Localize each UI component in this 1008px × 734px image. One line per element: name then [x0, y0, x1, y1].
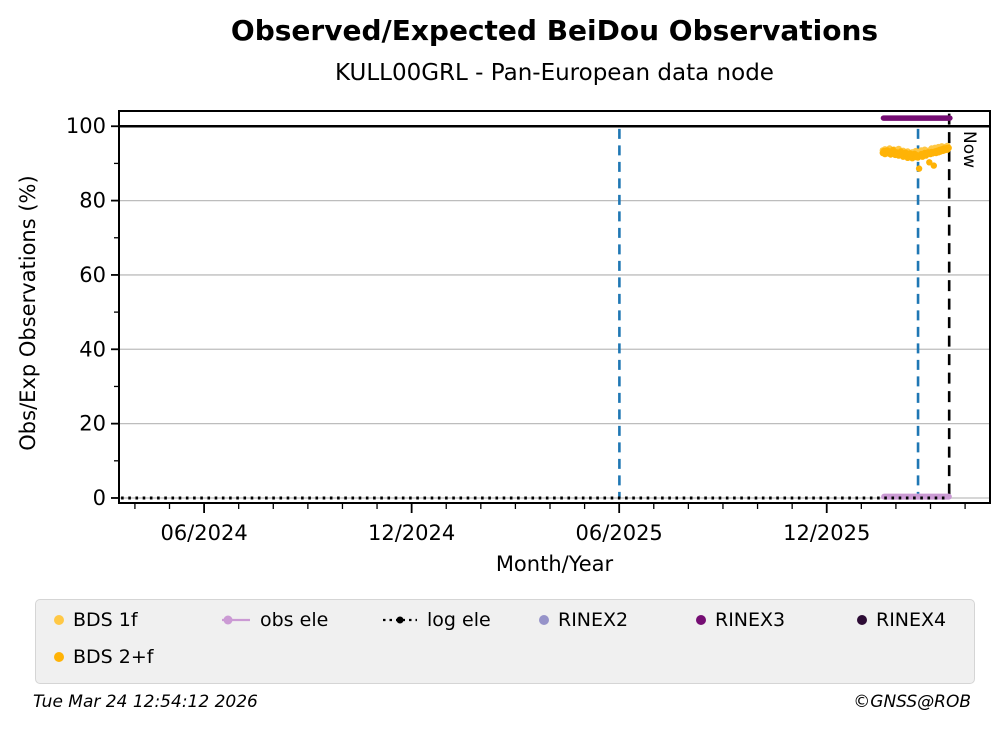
- legend-item-rinex2: RINEX2: [539, 607, 628, 633]
- legend-marker-dot: [539, 615, 549, 625]
- page-subtitle: KULL00GRL - Pan-European data node: [335, 60, 774, 86]
- legend-item-obs-ele: obs ele: [221, 607, 328, 633]
- y-tick-label: 100: [66, 114, 106, 138]
- footer-timestamp: Tue Mar 24 12:54:12 2026: [33, 692, 258, 712]
- series-bds-2-f: [879, 144, 952, 172]
- legend-label: obs ele: [260, 609, 329, 631]
- x-tick-label: 12/2025: [783, 521, 870, 545]
- legend-marker-dot: [54, 652, 64, 662]
- y-tick-label: 40: [79, 337, 106, 361]
- now-label: Now: [959, 131, 979, 169]
- legend-label: RINEX2: [558, 609, 629, 631]
- data-point: [930, 162, 937, 169]
- legend-item-rinex3: RINEX3: [696, 607, 785, 633]
- data-point: [945, 144, 952, 151]
- legend: BDS 1f obs ele log ele RINEX2 RINEX3 RINEX4 BD…: [35, 599, 975, 684]
- x-axis-label: Month/Year: [495, 552, 614, 576]
- legend-marker-dot: [396, 616, 404, 624]
- legend-label: log ele: [427, 609, 491, 631]
- legend-item-bds-1f: BDS 1f: [54, 607, 138, 633]
- beidou-observations-chart: 0 20 40 60 80 100 06/2024 12/2024 06/2025 12/2025: [66, 110, 991, 545]
- legend-label: RINEX3: [715, 609, 786, 631]
- legend-item-bds-2-f: BDS 2+f: [54, 644, 153, 670]
- legend-marker-dot: [54, 615, 64, 625]
- footer-credit: ©GNSS@ROB: [853, 692, 971, 712]
- data-point: [926, 159, 933, 166]
- y-tick-label: 20: [79, 412, 106, 436]
- legend-label: BDS 2+f: [73, 646, 154, 668]
- plot-frame: [118, 110, 991, 504]
- legend-item-log-ele: log ele: [382, 607, 491, 633]
- legend-marker-dot: [857, 615, 867, 625]
- data-point: [915, 165, 923, 172]
- x-tick-label: 06/2025: [576, 521, 663, 545]
- legend-marker-dot: [223, 615, 233, 625]
- page-title: Observed/Expected BeiDou Observations: [230, 14, 879, 47]
- legend-marker-dotted-line-dot: [383, 616, 417, 624]
- legend-item-rinex4: RINEX4: [857, 607, 946, 633]
- x-tick-label: 06/2024: [160, 521, 247, 545]
- x-tick-label: 12/2024: [368, 521, 455, 545]
- y-tick-label: 0: [93, 486, 106, 510]
- legend-label: RINEX4: [876, 609, 947, 631]
- y-tick-label: 60: [79, 263, 106, 287]
- legend-marker-dot: [696, 615, 706, 625]
- legend-label: BDS 1f: [73, 609, 138, 631]
- y-tick-label: 80: [79, 189, 106, 213]
- legend-marker-dot-line: [222, 615, 250, 625]
